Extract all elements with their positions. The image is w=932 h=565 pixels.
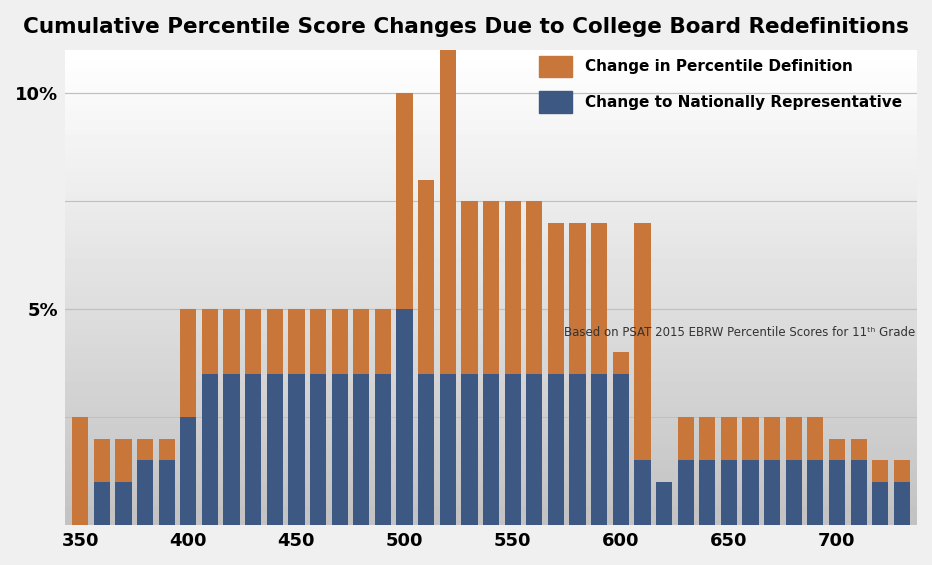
Bar [245, 374, 261, 525]
Bar [440, 374, 456, 525]
Bar [720, 460, 737, 525]
Bar [612, 353, 629, 374]
Bar [527, 201, 542, 374]
Bar [375, 309, 391, 374]
Bar [461, 201, 477, 374]
Bar [872, 460, 888, 482]
Bar [310, 309, 326, 374]
Text: Cumulative Percentile Score Changes Due to College Board Redefinitions: Cumulative Percentile Score Changes Due … [23, 17, 909, 37]
Bar [635, 460, 651, 525]
Bar [764, 460, 780, 525]
Legend: Change in Percentile Definition, Change to Nationally Representative: Change in Percentile Definition, Change … [531, 48, 910, 120]
Bar [72, 417, 89, 525]
Bar [635, 223, 651, 460]
Bar [548, 223, 564, 374]
Bar [375, 374, 391, 525]
Bar [94, 438, 110, 482]
Bar [569, 374, 585, 525]
Bar [504, 374, 521, 525]
Bar [699, 460, 716, 525]
Bar [743, 460, 759, 525]
Bar [678, 460, 693, 525]
Bar [224, 374, 240, 525]
Bar [353, 309, 369, 374]
Bar [202, 309, 218, 374]
Bar [396, 93, 413, 309]
Bar [829, 460, 845, 525]
Bar [137, 438, 153, 460]
Bar [872, 482, 888, 525]
Bar [288, 309, 305, 374]
Bar [894, 482, 910, 525]
Bar [678, 417, 693, 460]
Bar [720, 417, 737, 460]
Bar [504, 201, 521, 374]
Bar [267, 309, 283, 374]
Bar [418, 374, 434, 525]
Bar [310, 374, 326, 525]
Bar [527, 374, 542, 525]
Bar [116, 438, 131, 482]
Bar [332, 309, 348, 374]
Bar [440, 0, 456, 374]
Bar [894, 460, 910, 482]
Bar [202, 374, 218, 525]
Bar [94, 482, 110, 525]
Bar [245, 309, 261, 374]
Bar [137, 460, 153, 525]
Bar [743, 417, 759, 460]
Bar [786, 460, 802, 525]
Bar [396, 309, 413, 525]
Bar [612, 374, 629, 525]
Bar [807, 417, 824, 460]
Bar [591, 223, 608, 374]
Bar [332, 374, 348, 525]
Bar [786, 417, 802, 460]
Bar [267, 374, 283, 525]
Bar [548, 374, 564, 525]
Bar [461, 374, 477, 525]
Bar [180, 309, 197, 417]
Bar [851, 460, 867, 525]
Text: Based on PSAT 2015 EBRW Percentile Scores for 11ᵗʰ Grade: Based on PSAT 2015 EBRW Percentile Score… [564, 325, 915, 338]
Bar [288, 374, 305, 525]
Bar [591, 374, 608, 525]
Bar [353, 374, 369, 525]
Bar [483, 201, 500, 374]
Bar [224, 309, 240, 374]
Bar [699, 417, 716, 460]
Bar [829, 438, 845, 460]
Bar [418, 180, 434, 374]
Bar [158, 460, 175, 525]
Bar [656, 482, 672, 525]
Bar [158, 438, 175, 460]
Bar [807, 460, 824, 525]
Bar [116, 482, 131, 525]
Bar [569, 223, 585, 374]
Bar [483, 374, 500, 525]
Bar [180, 417, 197, 525]
Bar [851, 438, 867, 460]
Bar [764, 417, 780, 460]
